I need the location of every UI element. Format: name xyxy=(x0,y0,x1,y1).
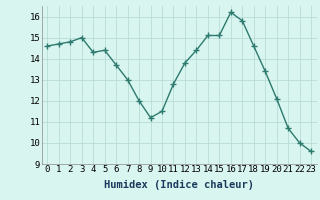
X-axis label: Humidex (Indice chaleur): Humidex (Indice chaleur) xyxy=(104,180,254,190)
